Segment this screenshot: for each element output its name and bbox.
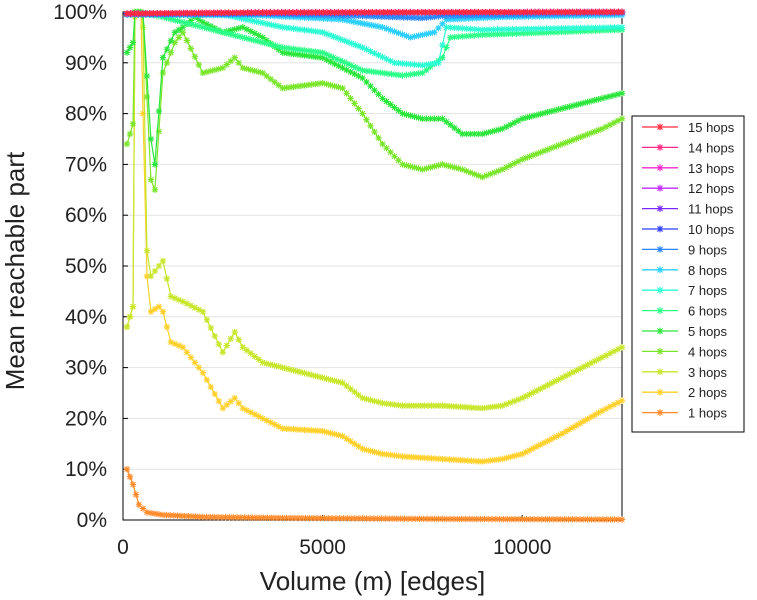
legend-box	[631, 115, 745, 433]
legend-marker	[656, 225, 664, 233]
legend-marker	[656, 368, 664, 376]
legend-label: 10 hops	[688, 222, 735, 237]
y-tick-label: 40%	[65, 306, 107, 329]
legend-entry: 7 hops	[642, 283, 728, 298]
legend-marker	[656, 246, 664, 253]
y-tick-label: 60%	[65, 204, 107, 227]
legend-label: 2 hops	[688, 385, 728, 400]
legend-label: 8 hops	[688, 263, 728, 278]
legend-label: 12 hops	[688, 181, 735, 196]
series-lines	[123, 8, 626, 523]
y-tick-label: 30%	[65, 357, 107, 380]
legend-label: 9 hops	[688, 242, 728, 257]
legend-entry: 14 hops	[642, 140, 735, 155]
series-line	[126, 10, 623, 463]
y-tick-label: 50%	[65, 255, 107, 278]
y-tick-label: 70%	[65, 153, 107, 176]
x-axis-title: Volume (m) [edges]	[260, 566, 485, 596]
series-4-hops	[123, 8, 626, 193]
legend-marker	[656, 123, 664, 131]
x-tick-label: 0	[117, 536, 129, 559]
y-tick-label: 80%	[65, 103, 107, 126]
series-markers	[123, 8, 626, 17]
legend-label: 13 hops	[688, 161, 735, 176]
legend-label: 3 hops	[688, 365, 728, 380]
legend-marker	[656, 184, 664, 192]
legend-marker	[656, 266, 664, 274]
series-2-hops	[123, 8, 626, 465]
series-markers	[123, 8, 626, 465]
series-3-hops	[123, 8, 626, 412]
tick-labels: 0% 10% 20% 30% 40% 50% 60% 70% 80% 90% 100% 0 5000 10…	[53, 1, 551, 559]
legend-entry: 1 hops	[642, 406, 728, 421]
legend-label: 14 hops	[688, 140, 735, 155]
x-tick-label: 10000	[493, 536, 551, 559]
series-line	[126, 468, 623, 521]
y-tick-label: 100%	[53, 1, 107, 24]
y-axis-title: Mean reachable part	[0, 151, 30, 390]
legend-marker	[656, 164, 664, 172]
legend-marker	[656, 327, 664, 335]
legend-entry: 6 hops	[642, 304, 728, 319]
series-markers	[123, 8, 626, 193]
series-markers	[123, 8, 626, 412]
legend-label: 6 hops	[688, 304, 728, 319]
legend-entry: 10 hops	[642, 222, 735, 237]
y-tick-label: 0%	[77, 509, 107, 532]
legend-marker	[656, 144, 664, 151]
legend-label: 1 hops	[688, 406, 728, 421]
legend-label: 7 hops	[688, 283, 728, 298]
series-line	[126, 11, 623, 191]
legend-entry: 4 hops	[642, 344, 728, 359]
legend-marker	[656, 348, 664, 355]
legend-label: 5 hops	[688, 324, 728, 339]
series-15-hops	[123, 8, 626, 17]
legend-label: 11 hops	[688, 202, 734, 217]
y-tick-label: 10%	[65, 458, 107, 481]
legend-label: 15 hops	[688, 120, 735, 135]
legend-entry: 15 hops	[642, 120, 735, 135]
legend-marker	[656, 307, 664, 314]
legend-entry: 12 hops	[642, 181, 735, 196]
legend-entry: 13 hops	[642, 161, 735, 176]
legend: 15 hops 14 hops 13 hops 12 hops 11 hops 10 ho…	[631, 115, 745, 433]
series-1-hops	[123, 466, 626, 523]
legend-marker	[656, 286, 664, 294]
legend-entry: 2 hops	[642, 385, 728, 400]
legend-entry: 3 hops	[642, 365, 728, 380]
y-tick-label: 90%	[65, 52, 107, 75]
y-tick-label: 20%	[65, 407, 107, 430]
series-markers	[123, 8, 626, 168]
legend-marker	[656, 388, 664, 396]
legend-entry: 9 hops	[642, 242, 728, 257]
legend-entry: 8 hops	[642, 263, 728, 278]
legend-entry: 11 hops	[642, 202, 734, 217]
series-markers	[123, 466, 626, 523]
legend-label: 4 hops	[688, 344, 728, 359]
legend-marker	[656, 205, 664, 212]
legend-marker	[656, 409, 664, 416]
x-tick-label: 5000	[299, 536, 346, 559]
legend-entry: 5 hops	[642, 324, 728, 339]
